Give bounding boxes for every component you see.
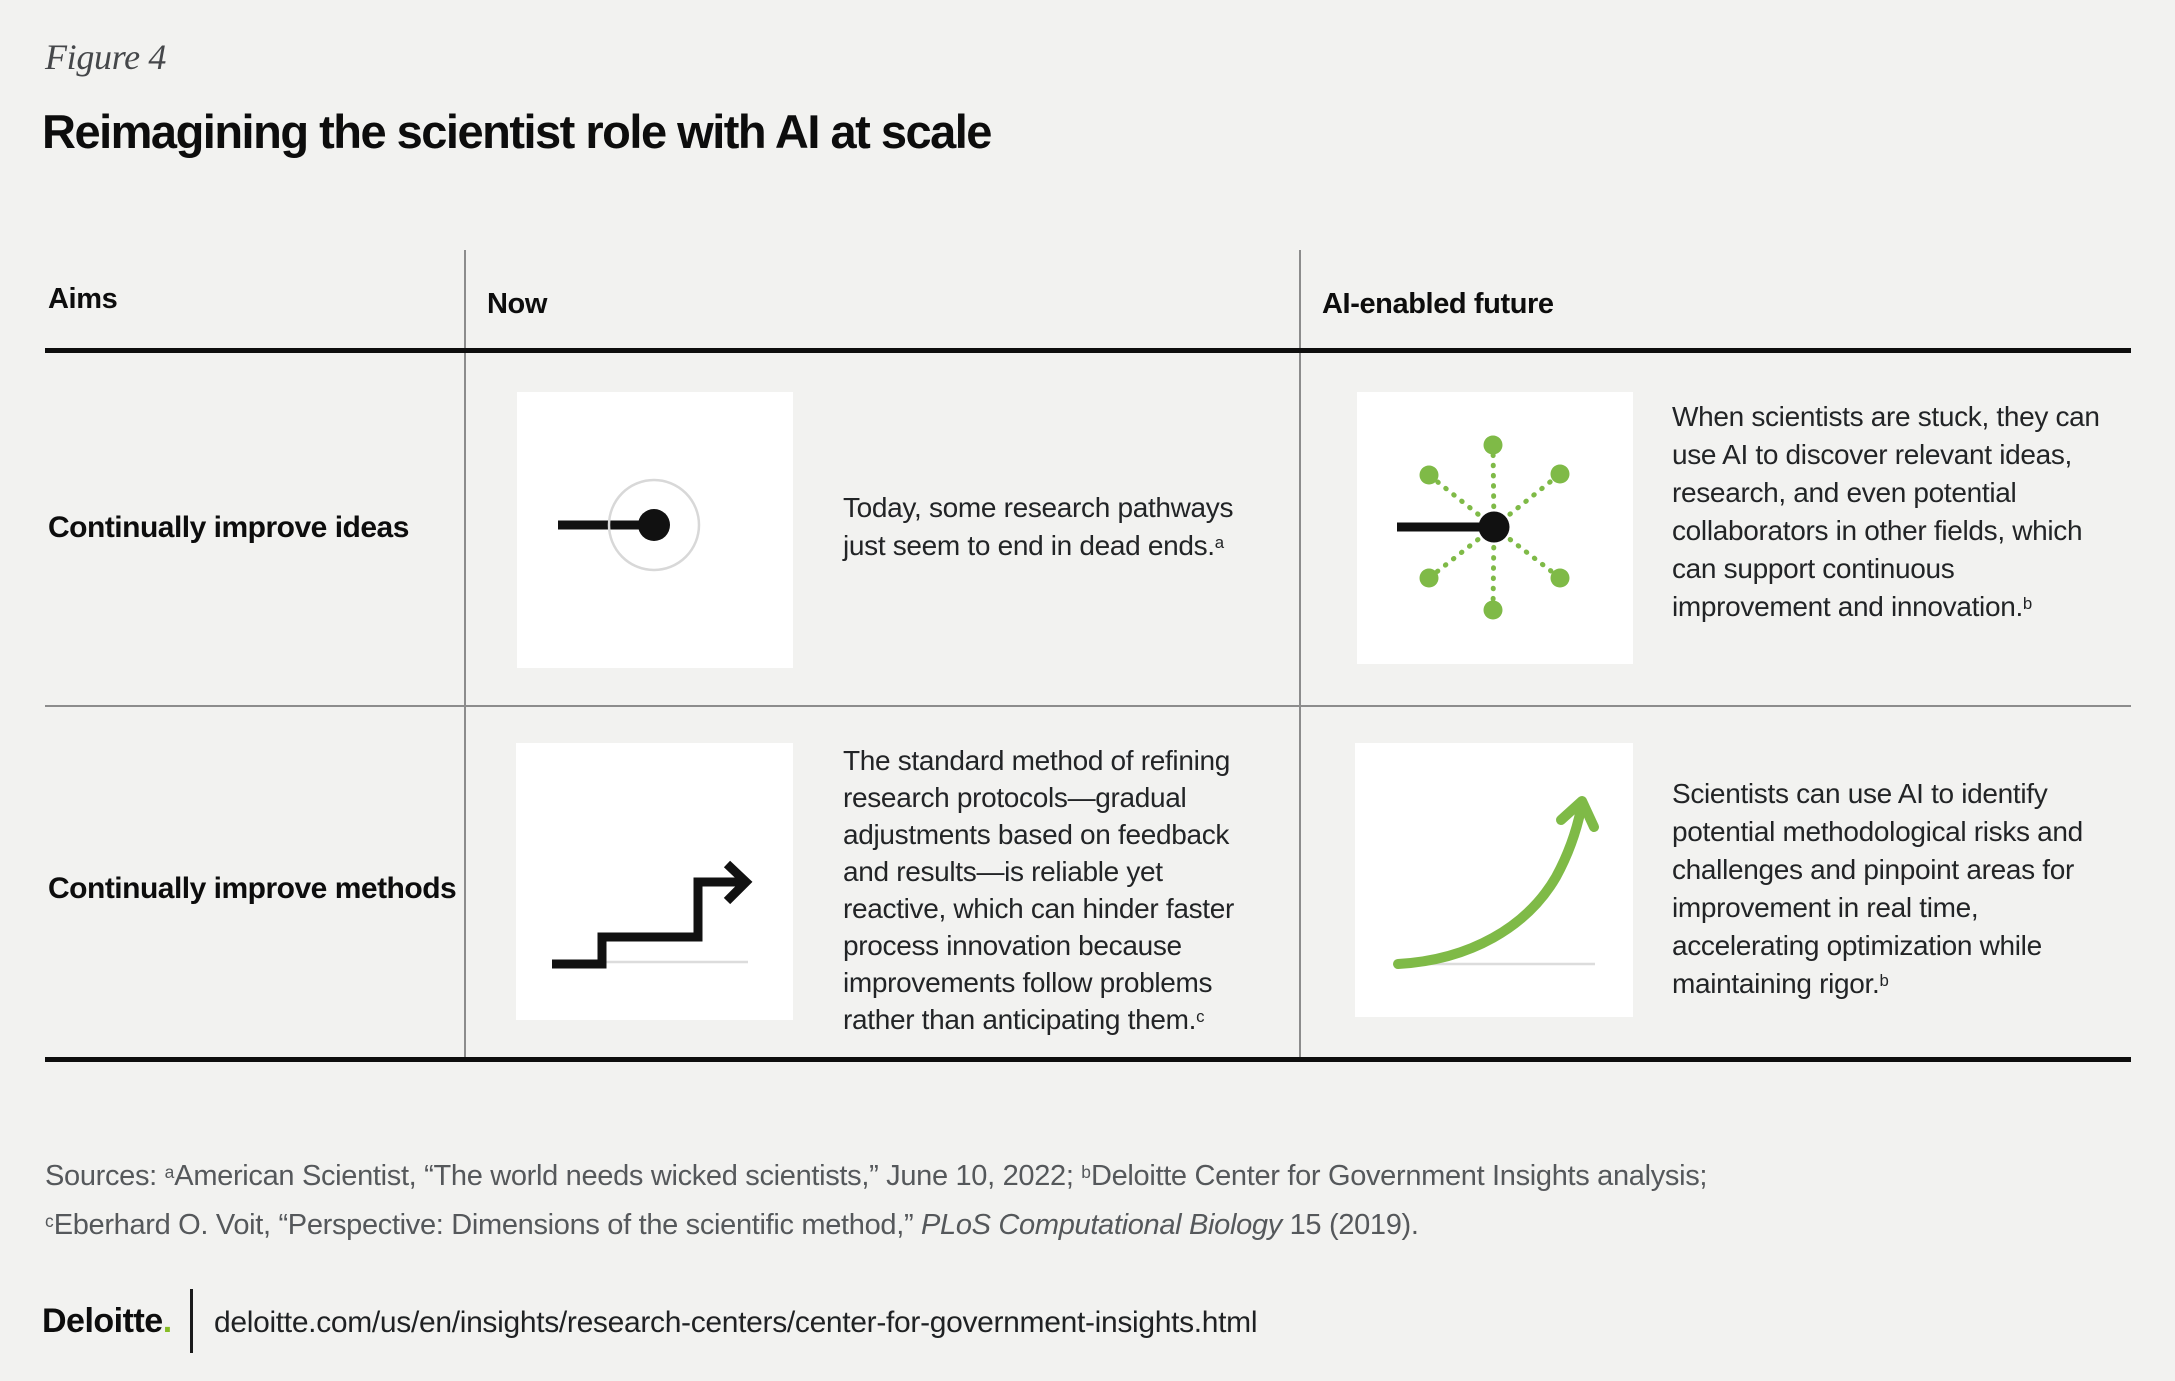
deloitte-wordmark: Deloitte <box>42 1302 163 1340</box>
cell-text-body: When scientists are stuck, they can use … <box>1672 401 2100 622</box>
source-c-journal: PLoS Computational Biology <box>921 1209 1282 1241</box>
footnote-marker-c: c <box>45 1211 54 1231</box>
footnote-marker: a <box>1214 533 1225 552</box>
column-header-aims: Aims <box>48 283 118 315</box>
cell-text-body: The standard method of refining research… <box>843 745 1234 1035</box>
deloitte-logo: Deloitte. <box>42 1302 172 1341</box>
source-c: Eberhard O. Voit, “Perspective: Dimensio… <box>53 1209 922 1241</box>
source-a: American Scientist, “The world needs wic… <box>174 1160 1082 1192</box>
footnote-marker-b: b <box>1081 1162 1091 1182</box>
footer-url: deloitte.com/us/en/insights/research-cen… <box>214 1306 1258 1339</box>
growth-curve-icon <box>1355 743 1633 1017</box>
footer-divider <box>190 1289 193 1353</box>
cell-text-body: Scientists can use AI to identify potent… <box>1672 778 2083 999</box>
cell-text-methods-now: The standard method of refining research… <box>843 742 1273 1038</box>
figure-label: Figure 4 <box>45 37 167 77</box>
network-hub-icon <box>1357 392 1633 664</box>
column-header-future: AI-enabled future <box>1322 288 1554 320</box>
row-label-improve-ideas: Continually improve ideas <box>48 511 409 544</box>
column-header-now: Now <box>487 288 548 320</box>
footnote-marker: b <box>1879 971 1889 990</box>
deloitte-green-dot: . <box>162 1302 172 1340</box>
header-rule <box>45 348 2131 353</box>
page-title: Reimagining the scientist role with AI a… <box>42 105 992 158</box>
cell-text-ideas-future: When scientists are stuck, they can use … <box>1672 398 2102 626</box>
sources-label: Sources: <box>45 1160 165 1192</box>
source-c-end: 15 (2019). <box>1281 1209 1419 1241</box>
footnote-marker-a: a <box>164 1162 175 1182</box>
row-label-improve-methods: Continually improve methods <box>48 872 457 905</box>
cell-text-body: Today, some research pathways just seem … <box>843 492 1234 561</box>
dead-end-icon <box>517 392 793 668</box>
table-bottom-rule <box>45 1057 2131 1062</box>
sources-note: Sources: aAmerican Scientist, “The world… <box>45 1152 2105 1250</box>
staircase-arrow-icon <box>516 743 793 1020</box>
cell-text-methods-future: Scientists can use AI to identify potent… <box>1672 775 2117 1003</box>
row-divider <box>45 705 2131 707</box>
source-b: Deloitte Center for Government Insights … <box>1090 1160 1708 1192</box>
footnote-marker: c <box>1196 1007 1205 1026</box>
column-divider-1 <box>464 250 466 1060</box>
cell-text-ideas-now: Today, some research pathways just seem … <box>843 489 1263 565</box>
footnote-marker: b <box>2022 594 2033 613</box>
column-divider-2 <box>1299 250 1301 1060</box>
